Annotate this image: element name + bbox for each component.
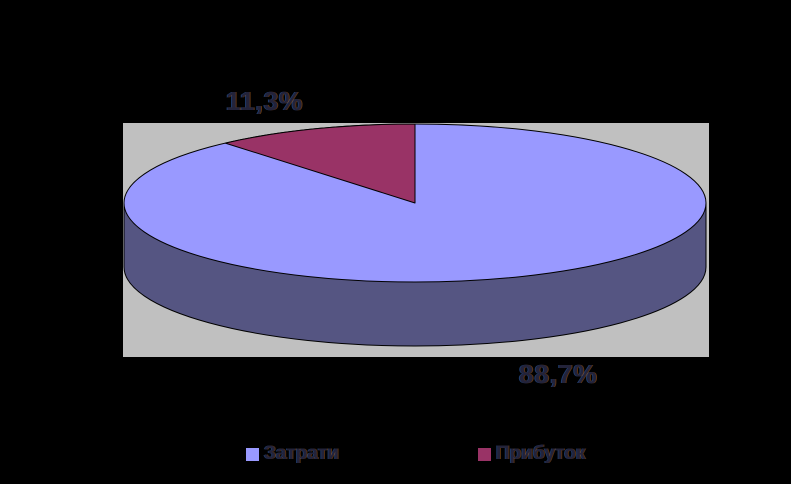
legend-swatch-small-slice: [477, 446, 492, 462]
data-label-large-slice: 88,7%: [519, 359, 598, 389]
data-label-small-slice: 11,3%: [226, 86, 304, 116]
legend-label-small-slice: Прибуток: [496, 443, 586, 464]
legend: Затрати Прибуток: [0, 443, 791, 469]
legend-item-small-slice: Прибуток: [477, 443, 585, 465]
legend-swatch-large-slice: [245, 446, 260, 462]
legend-label-large-slice: Затрати: [264, 443, 339, 464]
legend-item-large-slice: Затрати: [245, 443, 339, 465]
pie-slice-small: [224, 123, 416, 204]
